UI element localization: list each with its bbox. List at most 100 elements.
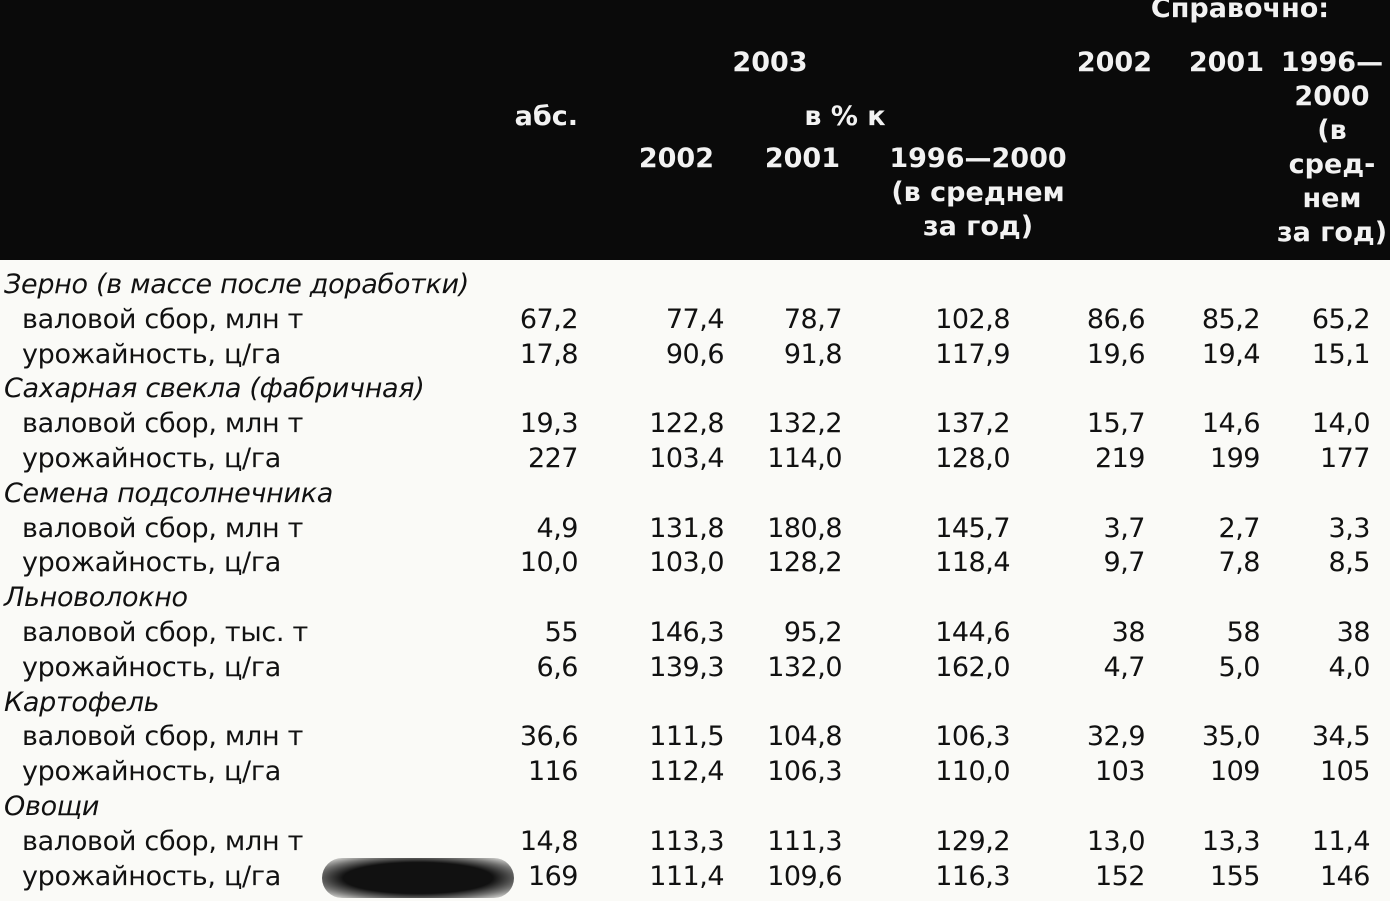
cell-value: 14,8 — [519, 825, 579, 857]
cell-value: 146,3 — [649, 616, 724, 648]
cell-value: 105 — [1319, 756, 1371, 788]
table-row: урожайность, ц/га 169 111,4 109,6 116,3 152 15… — [0, 860, 1390, 895]
cell-value: 13,3 — [1201, 825, 1261, 857]
cell-value: 102,8 — [935, 303, 1010, 335]
table-row: валовой сбор, млн т 67,2 77,4 78,7 102,8 86,6… — [0, 303, 1390, 338]
spacer-cell — [1370, 755, 1390, 790]
cell-value: 95,2 — [783, 616, 843, 648]
cell-value: 34,5 — [1311, 721, 1371, 753]
cell-value: 116,3 — [935, 860, 1010, 892]
cell-value: 131,8 — [649, 512, 724, 544]
cell-value: 132,2 — [767, 408, 842, 440]
spacer-cell — [1370, 442, 1390, 477]
reference-heading: Справочно: — [1150, 0, 1330, 24]
spacer-cell — [1370, 546, 1390, 581]
row-label: урожайность, ц/га — [22, 756, 281, 788]
cell-value: 32,9 — [1086, 721, 1146, 753]
cell-value: 15,1 — [1311, 338, 1371, 370]
cell-value: 86,6 — [1086, 303, 1146, 335]
cell-value: 55 — [544, 616, 579, 648]
cell-value: 113,3 — [649, 825, 724, 857]
ref-avg-heading: 1996— 2000 (в сред- нем за год) — [1276, 47, 1388, 248]
cell-value: 17,8 — [519, 338, 579, 370]
cell-value: 169 — [527, 860, 579, 892]
spacer-cell — [1370, 825, 1390, 860]
cell-value: 139,3 — [649, 651, 724, 683]
spacer-cell — [1370, 303, 1390, 338]
cell-value: 144,6 — [935, 616, 1010, 648]
cell-value: 13,0 — [1086, 825, 1146, 857]
spacer-cell — [1370, 512, 1390, 547]
cell-value: 9,7 — [1103, 547, 1146, 579]
group-row: Овощи — [0, 790, 1390, 825]
cell-value: 128,0 — [935, 442, 1010, 474]
cell-value: 91,8 — [783, 338, 843, 370]
cell-value: 14,0 — [1311, 408, 1371, 440]
spacer-cell — [1370, 860, 1390, 895]
cell-value: 3,3 — [1328, 512, 1371, 544]
year-2003-heading: 2003 — [732, 47, 808, 78]
cell-value: 78,7 — [783, 303, 843, 335]
cell-value: 109,6 — [767, 860, 842, 892]
cell-value: 4,7 — [1103, 651, 1146, 683]
cell-value: 2,7 — [1218, 512, 1261, 544]
cell-value: 112,4 — [649, 756, 724, 788]
harvest-table: Зерно (в массе после доработки) валовой с… — [0, 268, 1390, 894]
cell-value: 137,2 — [935, 408, 1010, 440]
cell-value: 15,7 — [1086, 408, 1146, 440]
pct-2002-heading: 2002 — [638, 143, 714, 174]
cell-value: 77,4 — [665, 303, 725, 335]
cell-value: 36,6 — [519, 721, 579, 753]
pct-2001-heading: 2001 — [764, 143, 840, 174]
cell-value: 180,8 — [767, 512, 842, 544]
spacer-cell — [1370, 720, 1390, 755]
cell-value: 65,2 — [1311, 303, 1371, 335]
table-row: валовой сбор, млн т 19,3 122,8 132,2 137,2 15… — [0, 407, 1390, 442]
cell-value: 118,4 — [935, 547, 1010, 579]
cell-value: 116 — [527, 756, 579, 788]
cell-value: 155 — [1209, 860, 1261, 892]
cell-value: 177 — [1319, 442, 1371, 474]
cell-value: 219 — [1094, 442, 1146, 474]
spacer-cell — [1370, 651, 1390, 686]
table-row: урожайность, ц/га 17,8 90,6 91,8 117,9 19,6 19… — [0, 338, 1390, 373]
row-label: урожайность, ц/га — [22, 338, 281, 370]
group-label: Овощи — [4, 790, 100, 822]
cell-value: 122,8 — [649, 408, 724, 440]
cell-value: 5,0 — [1218, 651, 1261, 683]
row-label: валовой сбор, млн т — [22, 825, 304, 857]
cell-value: 106,3 — [767, 756, 842, 788]
cell-value: 90,6 — [665, 338, 725, 370]
cell-value: 4,0 — [1328, 651, 1371, 683]
cell-value: 14,6 — [1201, 408, 1261, 440]
cell-value: 199 — [1209, 442, 1261, 474]
table-row: урожайность, ц/га 116 112,4 106,3 110,0 103 10… — [0, 755, 1390, 790]
cell-value: 129,2 — [935, 825, 1010, 857]
cell-value: 111,4 — [649, 860, 724, 892]
cell-value: 111,3 — [767, 825, 842, 857]
cell-value: 110,0 — [935, 756, 1010, 788]
cell-value: 162,0 — [935, 651, 1010, 683]
spacer-cell — [1370, 338, 1390, 373]
group-label: Льноволокно — [4, 582, 188, 614]
cell-value: 145,7 — [935, 512, 1010, 544]
pct-avg-heading: 1996—2000 (в среднем за год) — [889, 143, 1067, 242]
group-label: Картофель — [4, 686, 160, 718]
spacer-cell — [1370, 407, 1390, 442]
cell-value: 85,2 — [1201, 303, 1261, 335]
table-row: урожайность, ц/га 6,6 139,3 132,0 162,0 4,7 5,… — [0, 651, 1390, 686]
cell-value: 103,4 — [649, 442, 724, 474]
cell-value: 7,8 — [1218, 547, 1261, 579]
cell-value: 152 — [1094, 860, 1146, 892]
cell-value: 117,9 — [935, 338, 1010, 370]
row-label: валовой сбор, млн т — [22, 512, 304, 544]
cell-value: 35,0 — [1201, 721, 1261, 753]
cell-value: 3,7 — [1103, 512, 1146, 544]
cell-value: 38 — [1336, 616, 1371, 648]
cell-value: 19,6 — [1086, 338, 1146, 370]
row-label: урожайность, ц/га — [22, 860, 281, 892]
group-label: Зерно (в массе после доработки) — [4, 269, 469, 300]
cell-value: 4,9 — [536, 512, 579, 544]
cell-value: 67,2 — [519, 303, 579, 335]
